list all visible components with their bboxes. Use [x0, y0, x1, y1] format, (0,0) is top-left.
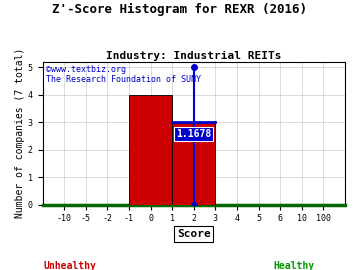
- Bar: [172, 122, 215, 204]
- Text: Healthy: Healthy: [274, 261, 315, 270]
- Text: Unhealthy: Unhealthy: [43, 261, 96, 270]
- Text: ©www.textbiz.org
The Research Foundation of SUNY: ©www.textbiz.org The Research Foundation…: [45, 65, 201, 84]
- Text: 1.1678: 1.1678: [176, 129, 211, 139]
- X-axis label: Score: Score: [177, 229, 211, 239]
- Text: Z'-Score Histogram for REXR (2016): Z'-Score Histogram for REXR (2016): [53, 3, 307, 16]
- Y-axis label: Number of companies (7 total): Number of companies (7 total): [15, 48, 25, 218]
- Bar: [129, 95, 172, 204]
- Title: Industry: Industrial REITs: Industry: Industrial REITs: [106, 51, 282, 61]
